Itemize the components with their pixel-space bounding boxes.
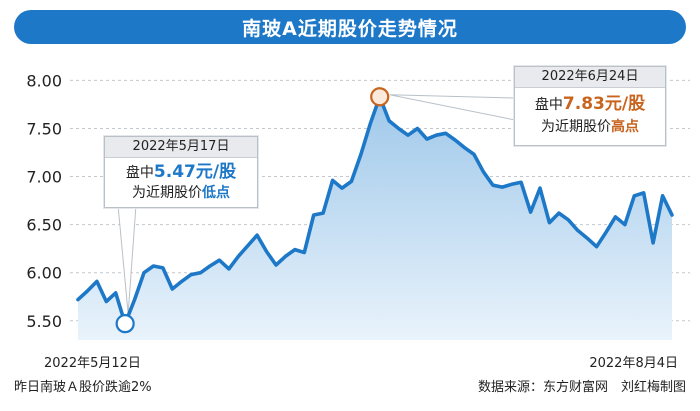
low-point-text: 为近期股价 — [132, 185, 202, 201]
low-leader — [117, 204, 137, 314]
y-tick-label: 5.50 — [26, 312, 62, 331]
low-point-price-line: 盘中5.47元/股 — [105, 162, 257, 183]
price-area — [78, 96, 672, 340]
x-axis-end-label: 2022年8月4日 — [589, 356, 678, 371]
high-point-emph: 高点 — [611, 119, 639, 135]
low-point-marker — [115, 314, 135, 334]
low-point-callout: 2022年5月17日 盘中5.47元/股 为近期股价低点 — [104, 136, 258, 208]
high-leader — [389, 94, 516, 121]
high-point-value: 7.83元/股 — [562, 94, 646, 114]
high-point-prefix: 盘中 — [534, 97, 563, 113]
y-tick-label: 6.50 — [26, 216, 62, 235]
y-tick-label: 6.00 — [26, 264, 62, 283]
chart-title: 南玻A近期股价走势情况 — [14, 10, 686, 44]
footer-note: 昨日南玻Ａ股价跌逾2% — [14, 380, 152, 395]
y-axis-ticks: 5.50 6.00 6.50 7.00 7.50 8.00 — [26, 71, 62, 330]
price-line — [76, 95, 674, 326]
high-point-marker — [370, 87, 390, 107]
extreme-markers — [115, 87, 390, 334]
y-tick-label: 7.50 — [26, 119, 62, 138]
footer-source: 数据来源：东方财富网 刘红梅制图 — [477, 380, 686, 395]
y-tick-label: 7.00 — [26, 168, 62, 187]
y-tick-label: 8.00 — [26, 71, 62, 90]
low-point-emph: 低点 — [202, 185, 230, 201]
low-point-desc-line: 为近期股价低点 — [105, 183, 257, 203]
low-point-prefix: 盘中 — [125, 165, 154, 181]
high-point-callout: 2022年6月24日 盘中7.83元/股 为近期股价高点 — [514, 66, 666, 146]
x-axis-start-label: 2022年5月12日 — [44, 356, 141, 371]
high-point-desc-line: 为近期股价高点 — [515, 117, 665, 137]
low-point-value: 5.47元/股 — [153, 162, 237, 182]
low-point-date: 2022年5月17日 — [105, 137, 257, 158]
high-point-date: 2022年6月24日 — [515, 67, 665, 88]
high-point-text: 为近期股价 — [541, 119, 611, 135]
high-point-price-line: 盘中7.83元/股 — [515, 94, 665, 115]
